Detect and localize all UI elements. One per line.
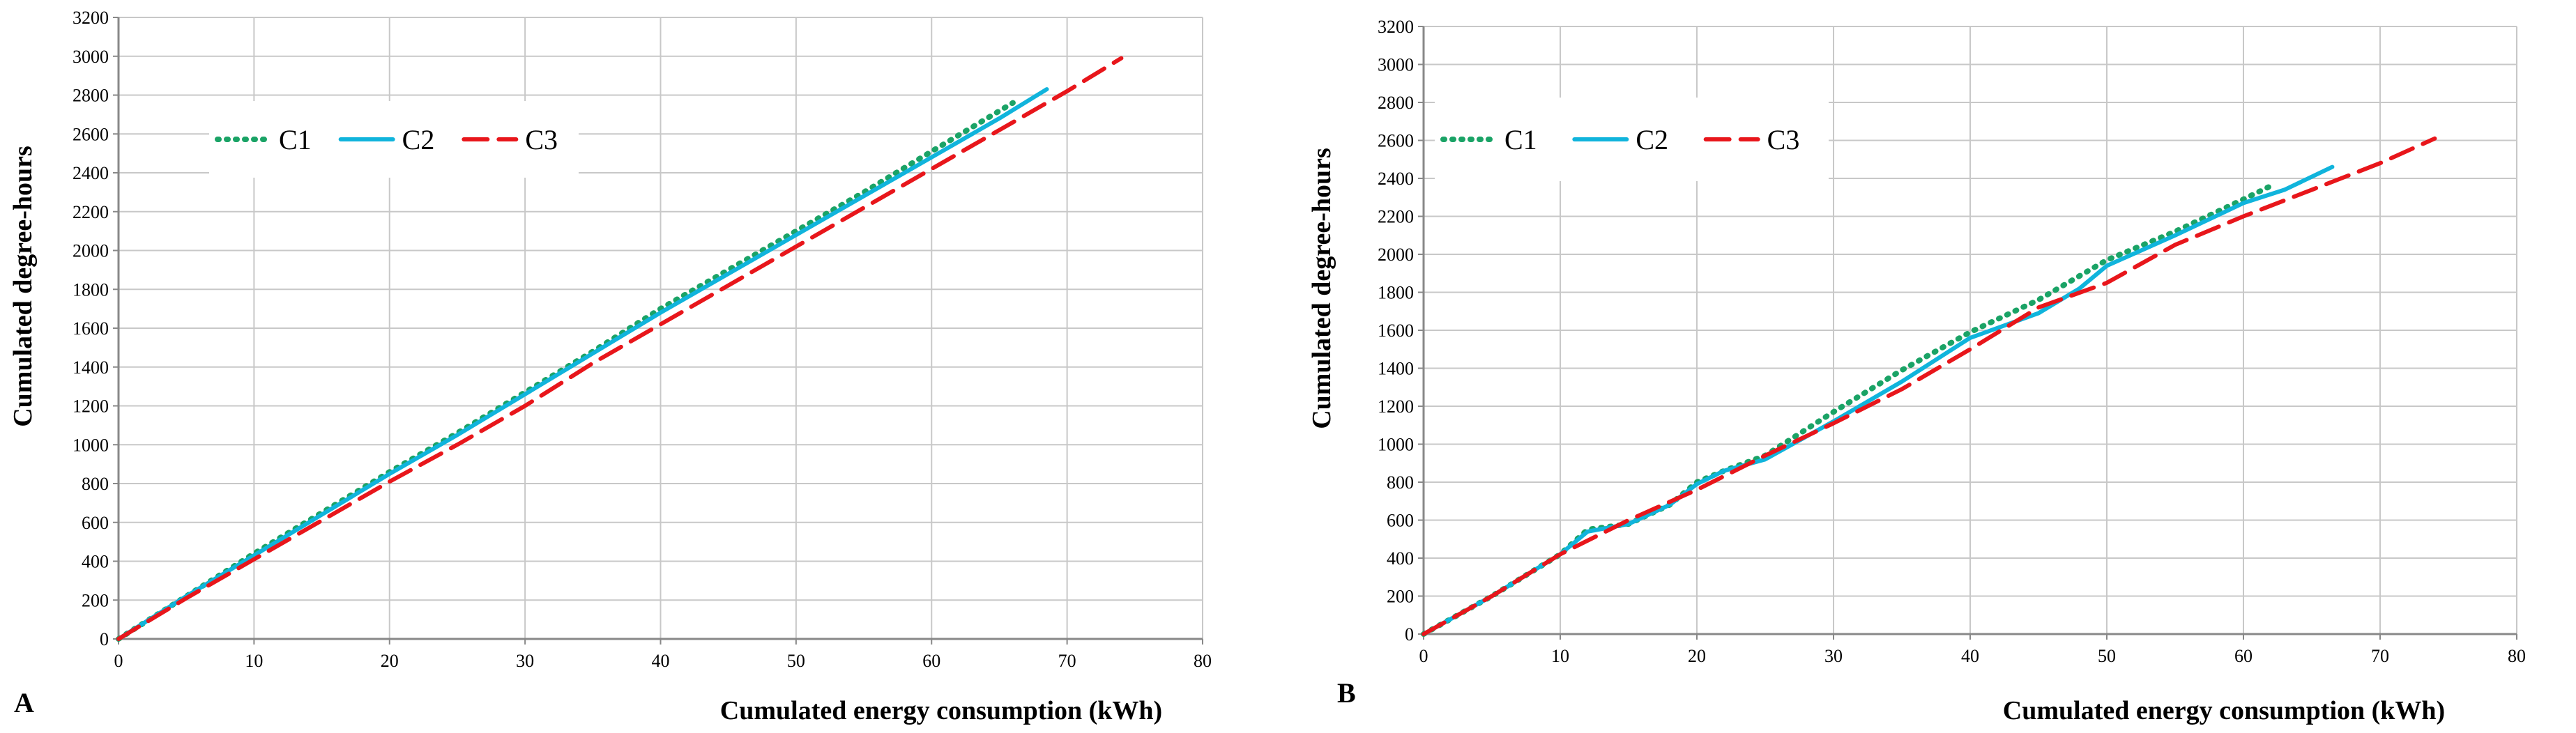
- y-tick-label: 1000: [1378, 435, 1414, 455]
- y-tick-label: 2600: [73, 124, 109, 144]
- legend-label-c3: C3: [525, 124, 558, 155]
- y-tick-label: 3000: [73, 47, 109, 67]
- y-tick-label: 400: [1387, 548, 1414, 569]
- legend-label-c3: C3: [1767, 124, 1800, 155]
- chart-panel-b: 0200400600800100012001400160018002000220…: [1307, 17, 2526, 725]
- x-tick-label: 50: [787, 651, 805, 671]
- y-tick-label: 800: [1387, 472, 1414, 493]
- y-tick-label: 200: [82, 590, 109, 610]
- y-tick-label: 1000: [73, 435, 109, 455]
- y-tick-label: 2200: [73, 202, 109, 222]
- y-tick-label: 1800: [1378, 283, 1414, 303]
- x-tick-label: 70: [2371, 646, 2389, 666]
- x-tick-label: 0: [114, 651, 123, 671]
- y-tick-label: 0: [1405, 624, 1414, 645]
- y-tick-label: 600: [82, 513, 109, 533]
- x-tick-label: 40: [1961, 646, 1979, 666]
- legend-box: [1435, 98, 1829, 181]
- series-line-c2: [116, 87, 1049, 641]
- y-tick-label: 3200: [73, 8, 109, 28]
- x-tick-label: 30: [516, 651, 534, 671]
- y-tick-label: 2000: [73, 241, 109, 261]
- x-tick-label: 60: [922, 651, 940, 671]
- panel-label: B: [1337, 677, 1356, 709]
- legend-label-c1: C1: [279, 124, 312, 155]
- x-tick-label: 20: [1688, 646, 1706, 666]
- x-tick-label: 0: [1419, 646, 1428, 666]
- chart-panel-a: 0200400600800100012001400160018002000220…: [8, 8, 1212, 725]
- legend-label-c2: C2: [402, 124, 435, 155]
- y-tick-label: 1600: [73, 318, 109, 339]
- y-tick-label: 2000: [1378, 245, 1414, 265]
- y-tick-label: 2800: [73, 86, 109, 106]
- y-tick-label: 2400: [1378, 169, 1414, 189]
- y-tick-label: 400: [82, 552, 109, 572]
- x-tick-label: 10: [1551, 646, 1569, 666]
- y-tick-label: 1200: [73, 396, 109, 417]
- y-tick-label: 1400: [1378, 359, 1414, 379]
- panel-label: A: [14, 687, 34, 718]
- y-tick-label: 2400: [73, 163, 109, 183]
- x-tick-label: 50: [2098, 646, 2116, 666]
- x-tick-label: 70: [1058, 651, 1076, 671]
- y-tick-label: 2200: [1378, 207, 1414, 227]
- legend-label-c2: C2: [1636, 124, 1668, 155]
- x-tick-label: 20: [381, 651, 399, 671]
- x-tick-label: 80: [1194, 651, 1212, 671]
- x-tick-label: 30: [1824, 646, 1843, 666]
- y-tick-label: 1800: [73, 279, 109, 300]
- y-axis-title: Cumulated degree-hours: [1307, 148, 1336, 429]
- x-tick-label: 60: [2234, 646, 2253, 666]
- y-tick-label: 200: [1387, 587, 1414, 607]
- y-tick-label: 1600: [1378, 321, 1414, 341]
- x-tick-label: 40: [652, 651, 670, 671]
- y-tick-label: 2600: [1378, 131, 1414, 151]
- y-tick-label: 800: [82, 474, 109, 494]
- y-tick-label: 1400: [73, 357, 109, 378]
- series-line-c3: [1422, 136, 2437, 636]
- x-tick-label: 10: [245, 651, 263, 671]
- y-tick-label: 3200: [1378, 17, 1414, 37]
- y-tick-label: 600: [1387, 511, 1414, 531]
- x-axis-title: Cumulated energy consumption (kWh): [2003, 696, 2445, 725]
- x-tick-label: 80: [2508, 646, 2526, 666]
- legend-label-c1: C1: [1504, 124, 1537, 155]
- y-tick-label: 2800: [1378, 93, 1414, 113]
- y-tick-label: 3000: [1378, 55, 1414, 75]
- series-line-c3: [116, 56, 1124, 641]
- x-axis-title: Cumulated energy consumption (kWh): [720, 696, 1162, 725]
- y-tick-label: 0: [100, 629, 109, 649]
- y-axis-title: Cumulated degree-hours: [8, 146, 38, 427]
- y-tick-label: 1200: [1378, 396, 1414, 417]
